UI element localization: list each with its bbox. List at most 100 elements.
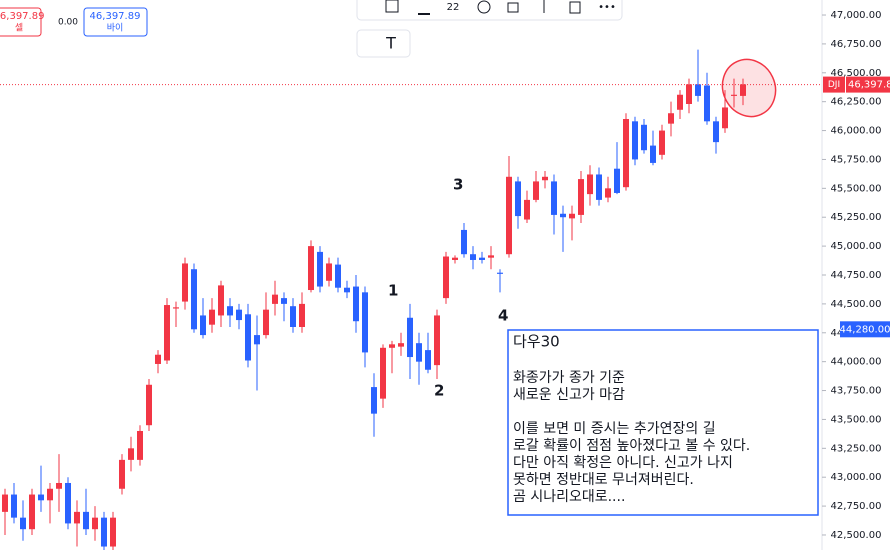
candle-body — [587, 174, 593, 195]
candle-body — [551, 181, 557, 215]
symbol-label: DJI — [828, 80, 840, 90]
y-tick-label: 42,500.00 — [831, 530, 882, 541]
candle-body — [695, 84, 701, 96]
candle-body — [146, 384, 152, 426]
candle-body — [650, 145, 656, 163]
candle-body — [425, 350, 431, 370]
candle-body — [596, 174, 602, 200]
candle-body — [137, 430, 143, 460]
wave-label: 2 — [434, 382, 444, 400]
candle-body — [218, 285, 224, 316]
candle-body — [605, 188, 611, 198]
text-tool[interactable]: T — [385, 34, 396, 53]
marker-price-label: 44,280.00 — [840, 324, 890, 335]
icon-delete[interactable] — [569, 1, 581, 14]
candle-body — [407, 317, 413, 358]
candle-body — [155, 354, 161, 364]
candle-body — [263, 309, 269, 336]
note-line: 새로운 신고가 마감 — [513, 387, 625, 403]
candle-body — [47, 488, 53, 501]
y-tick-label: 42,750.00 — [831, 501, 882, 512]
candle-body — [173, 307, 179, 309]
y-tick-label: 45,500.00 — [831, 183, 882, 194]
line-width[interactable]: 22 — [447, 2, 460, 13]
candle-body — [65, 482, 71, 524]
y-tick-label: 43,750.00 — [831, 386, 882, 397]
candle-body — [434, 315, 440, 366]
candle-body — [272, 294, 278, 304]
candle-body — [191, 269, 197, 330]
candle-body — [299, 303, 305, 327]
icon-layout[interactable] — [385, 0, 399, 13]
candle-body — [29, 494, 35, 530]
candle-body — [317, 251, 323, 287]
candle-body — [119, 459, 125, 489]
candle-body — [443, 256, 449, 299]
candle-body — [560, 213, 566, 218]
candle-body — [632, 121, 638, 160]
y-tick-label: 43,000.00 — [831, 472, 882, 483]
icon-settings[interactable] — [477, 0, 491, 14]
candle-body — [308, 246, 314, 291]
candle-body — [236, 309, 242, 321]
candle-body — [110, 517, 116, 547]
candle-body — [623, 119, 629, 188]
text-toolbar — [356, 29, 411, 58]
candle-body — [722, 107, 728, 129]
candle-body — [371, 387, 377, 414]
candle-body — [245, 314, 251, 361]
y-tick-label: 47,000.00 — [831, 10, 882, 21]
candle-body — [227, 306, 233, 316]
candle-body — [686, 84, 692, 104]
highlight-ellipse — [721, 58, 777, 118]
buy-price: 46,397.89 — [90, 11, 141, 22]
candle-body — [83, 511, 89, 530]
candle-body — [506, 176, 512, 255]
candle-body — [515, 181, 521, 217]
candle-body — [56, 482, 62, 489]
candle-body — [20, 517, 26, 530]
candle-body — [569, 213, 575, 219]
candle-body — [668, 113, 674, 124]
buy-button[interactable] — [83, 7, 148, 37]
candle-body — [659, 130, 665, 155]
marker-price-tag — [840, 321, 890, 338]
candle-body — [614, 168, 620, 193]
y-tick-label: 44,750.00 — [831, 270, 882, 281]
candle-body — [92, 517, 98, 530]
y-tick-label: 44,500.00 — [831, 299, 882, 310]
icon-more[interactable]: ••• — [598, 2, 616, 13]
icon-lock[interactable] — [507, 2, 519, 13]
candle-body — [677, 94, 683, 110]
candle-body — [2, 494, 8, 512]
candle-body — [182, 263, 188, 302]
candle-body — [353, 286, 359, 322]
sell-label: 셀 — [15, 23, 23, 34]
note-title: 다우30 — [513, 333, 560, 351]
candle-body — [488, 255, 494, 258]
candle-body — [470, 254, 476, 260]
sell-button[interactable] — [0, 7, 42, 37]
candle-body — [74, 511, 80, 524]
buy-label: 바이 — [107, 23, 124, 34]
candle-body — [335, 264, 341, 288]
note-line: 로갈 확률이 점점 높아졌다고 볼 수 있다. — [513, 438, 750, 454]
candle-body — [578, 179, 584, 215]
candle-body — [416, 343, 422, 362]
y-tick-label: 43,500.00 — [831, 414, 882, 425]
candle-body — [497, 272, 503, 274]
candle-body — [461, 229, 467, 255]
candle-body — [533, 181, 539, 200]
y-tick-label: 45,750.00 — [831, 154, 882, 165]
wave-label: 4 — [498, 307, 508, 325]
candle-body — [290, 306, 296, 327]
candle-body — [38, 494, 44, 501]
note-line: 곰 시나리오대로.... — [513, 489, 625, 505]
candle-body — [740, 84, 746, 96]
y-tick-label: 46,500.00 — [831, 68, 882, 79]
candle-body — [704, 85, 710, 122]
candle-body — [713, 121, 719, 143]
candle-body — [281, 298, 287, 304]
